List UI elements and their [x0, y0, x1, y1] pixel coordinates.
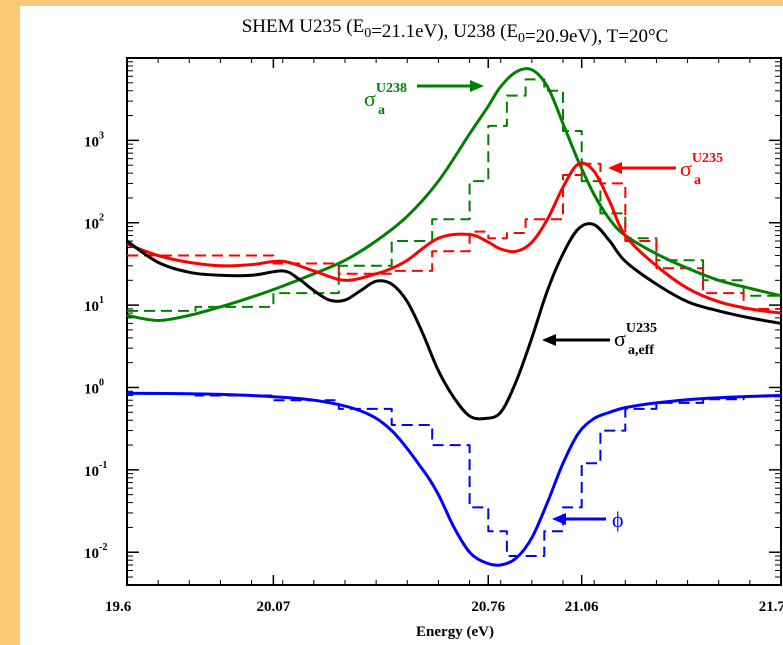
annotation-arrow-head: [608, 162, 622, 174]
y-axis: 10-2 10-1 100 101 102 103: [84, 61, 781, 586]
chart-title: SHEM U235 (E0=21.1eV), U238 (E0=20.9eV),…: [242, 16, 669, 47]
top-color-band: [0, 0, 783, 6]
y-tick-label: 102: [84, 213, 104, 233]
annotation-phi: ϕ: [552, 507, 624, 532]
x-axis-label: Energy (eV): [416, 624, 494, 640]
series-line-phi: [126, 391, 782, 567]
annotation-layer: σU238 a σU235 a σU235 a,eff ϕ: [364, 80, 723, 532]
x-tick-label: 20.07: [256, 599, 290, 615]
annotation-label: σU238 a: [364, 81, 407, 118]
annotation-u235: σU235 a: [608, 151, 723, 188]
annotation-label: ϕ: [612, 507, 624, 532]
series-line-u238: [126, 67, 782, 322]
series-line-u235: [126, 161, 782, 315]
left-color-band: [0, 0, 20, 645]
x-tick-label: 20.76: [471, 599, 505, 615]
x-tick-label: 21.06: [565, 599, 599, 615]
series-layer: [126, 67, 782, 567]
annotation-arrow-head: [470, 80, 484, 92]
y-tick-label: 10-1: [84, 460, 107, 480]
series-line-u235-group: [127, 162, 781, 310]
x-tick-label: 19.6: [105, 599, 132, 615]
annotation-arrow-head: [542, 334, 556, 346]
x-tick-label: 21.7: [759, 599, 783, 615]
x-axis: 19.6 20.07 20.76 21.06 21.7: [105, 58, 783, 615]
annotation-u235-eff: σU235 a,eff: [542, 321, 657, 358]
y-tick-label: 10-2: [84, 542, 107, 562]
plot-frame: [126, 57, 782, 586]
annotation-arrow-head: [552, 513, 566, 525]
y-tick-label: 100: [84, 377, 104, 397]
y-tick-label: 103: [84, 130, 104, 150]
annotation-u238: σU238 a: [364, 80, 484, 118]
annotation-label: σU235 a: [680, 151, 723, 188]
annotation-label: σU235 a,eff: [614, 321, 657, 358]
series-line-u235-eff: [126, 222, 782, 421]
y-tick-label: 101: [84, 295, 104, 315]
series-line-phi-group: [127, 392, 781, 557]
